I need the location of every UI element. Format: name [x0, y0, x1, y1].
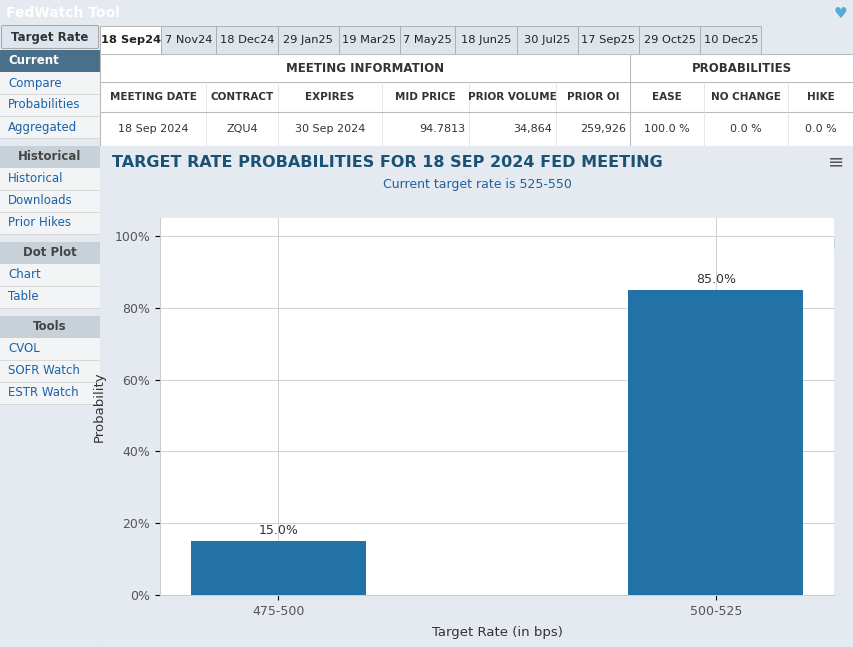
Text: Historical: Historical	[18, 151, 82, 164]
Text: SOFR Watch: SOFR Watch	[8, 364, 80, 377]
Text: MID PRICE: MID PRICE	[395, 92, 456, 102]
FancyBboxPatch shape	[2, 25, 98, 49]
Bar	[455, 26, 516, 54]
Text: ZQU4: ZQU4	[226, 124, 258, 134]
Bar	[277, 26, 339, 54]
Text: 10 Dec25: 10 Dec25	[703, 35, 757, 45]
Bar	[190, 541, 365, 595]
Text: PROBABILITIES: PROBABILITIES	[691, 61, 791, 74]
Bar	[0, 190, 100, 212]
Text: EXPIRES: EXPIRES	[305, 92, 354, 102]
Text: Dot Plot: Dot Plot	[23, 247, 77, 259]
Bar	[0, 116, 100, 138]
Bar	[628, 290, 803, 595]
Text: 18 Sep24: 18 Sep24	[101, 35, 160, 45]
Text: 34,864: 34,864	[513, 124, 551, 134]
Text: Probabilities: Probabilities	[8, 98, 80, 111]
Y-axis label: Probability: Probability	[93, 371, 106, 442]
Text: Historical: Historical	[8, 173, 63, 186]
Bar	[0, 168, 100, 190]
Bar	[0, 50, 100, 72]
Text: FedWatch Tool: FedWatch Tool	[6, 6, 119, 20]
Bar	[0, 212, 100, 234]
Bar	[161, 26, 217, 54]
Text: 7 May25: 7 May25	[403, 35, 451, 45]
Bar	[577, 26, 638, 54]
Text: MEETING DATE: MEETING DATE	[109, 92, 196, 102]
Text: 29 Jan25: 29 Jan25	[283, 35, 333, 45]
Text: 85.0%: 85.0%	[695, 272, 735, 285]
Text: NO CHANGE: NO CHANGE	[711, 92, 780, 102]
Text: Current: Current	[8, 54, 59, 67]
Bar	[0, 94, 100, 116]
Text: 17 Sep25: 17 Sep25	[581, 35, 635, 45]
Bar	[638, 26, 699, 54]
Text: 29 Oct25: 29 Oct25	[643, 35, 695, 45]
Bar	[217, 26, 277, 54]
Text: 100.0 %: 100.0 %	[643, 124, 689, 134]
Text: PRIOR OI: PRIOR OI	[566, 92, 618, 102]
Text: MEETING INFORMATION: MEETING INFORMATION	[286, 61, 444, 74]
Text: 30 Sep 2024: 30 Sep 2024	[294, 124, 365, 134]
Bar	[0, 146, 100, 168]
Bar	[0, 286, 100, 308]
Text: Compare: Compare	[8, 76, 61, 89]
Bar	[0, 360, 100, 382]
Text: 19 Mar25: 19 Mar25	[342, 35, 396, 45]
Text: Target Rate: Target Rate	[11, 30, 89, 43]
Bar	[339, 26, 400, 54]
Text: Aggregated: Aggregated	[8, 120, 77, 133]
Text: Prior Hikes: Prior Hikes	[8, 217, 71, 230]
X-axis label: Target Rate (in bps): Target Rate (in bps)	[431, 626, 562, 639]
Text: 15.0%: 15.0%	[258, 524, 298, 537]
Text: ♥: ♥	[833, 6, 846, 21]
Text: TARGET RATE PROBABILITIES FOR 18 SEP 2024 FED MEETING: TARGET RATE PROBABILITIES FOR 18 SEP 202…	[112, 155, 662, 170]
Bar	[0, 242, 100, 264]
Text: Downloads: Downloads	[8, 195, 73, 208]
Text: Tools: Tools	[33, 320, 67, 333]
Text: HIKE: HIKE	[806, 92, 834, 102]
Text: 18 Dec24: 18 Dec24	[220, 35, 274, 45]
Bar	[0, 316, 100, 338]
Text: Current target rate is 525-550: Current target rate is 525-550	[382, 177, 571, 190]
Bar	[0, 338, 100, 360]
Text: ESTR Watch: ESTR Watch	[8, 386, 78, 399]
Text: EASE: EASE	[652, 92, 681, 102]
Text: 94.7813: 94.7813	[418, 124, 464, 134]
Text: 18 Jun25: 18 Jun25	[461, 35, 511, 45]
Text: 30 Jul25: 30 Jul25	[524, 35, 570, 45]
Bar	[100, 26, 161, 54]
Bar	[516, 26, 577, 54]
Text: PRIOR VOLUME: PRIOR VOLUME	[467, 92, 556, 102]
Text: Table: Table	[8, 291, 38, 303]
Text: 18 Sep 2024: 18 Sep 2024	[118, 124, 188, 134]
Bar	[0, 264, 100, 286]
Text: CONTRACT: CONTRACT	[210, 92, 273, 102]
Bar	[0, 72, 100, 94]
Text: Q: Q	[798, 228, 835, 271]
Text: 7 Nov24: 7 Nov24	[165, 35, 212, 45]
Text: 0.0 %: 0.0 %	[804, 124, 836, 134]
Text: 0.0 %: 0.0 %	[729, 124, 761, 134]
Text: Chart: Chart	[8, 269, 41, 281]
Text: ≡: ≡	[827, 153, 843, 171]
Text: CVOL: CVOL	[8, 342, 40, 355]
Bar	[400, 26, 455, 54]
Text: 259,926: 259,926	[579, 124, 625, 134]
Bar	[699, 26, 761, 54]
Bar	[0, 382, 100, 404]
